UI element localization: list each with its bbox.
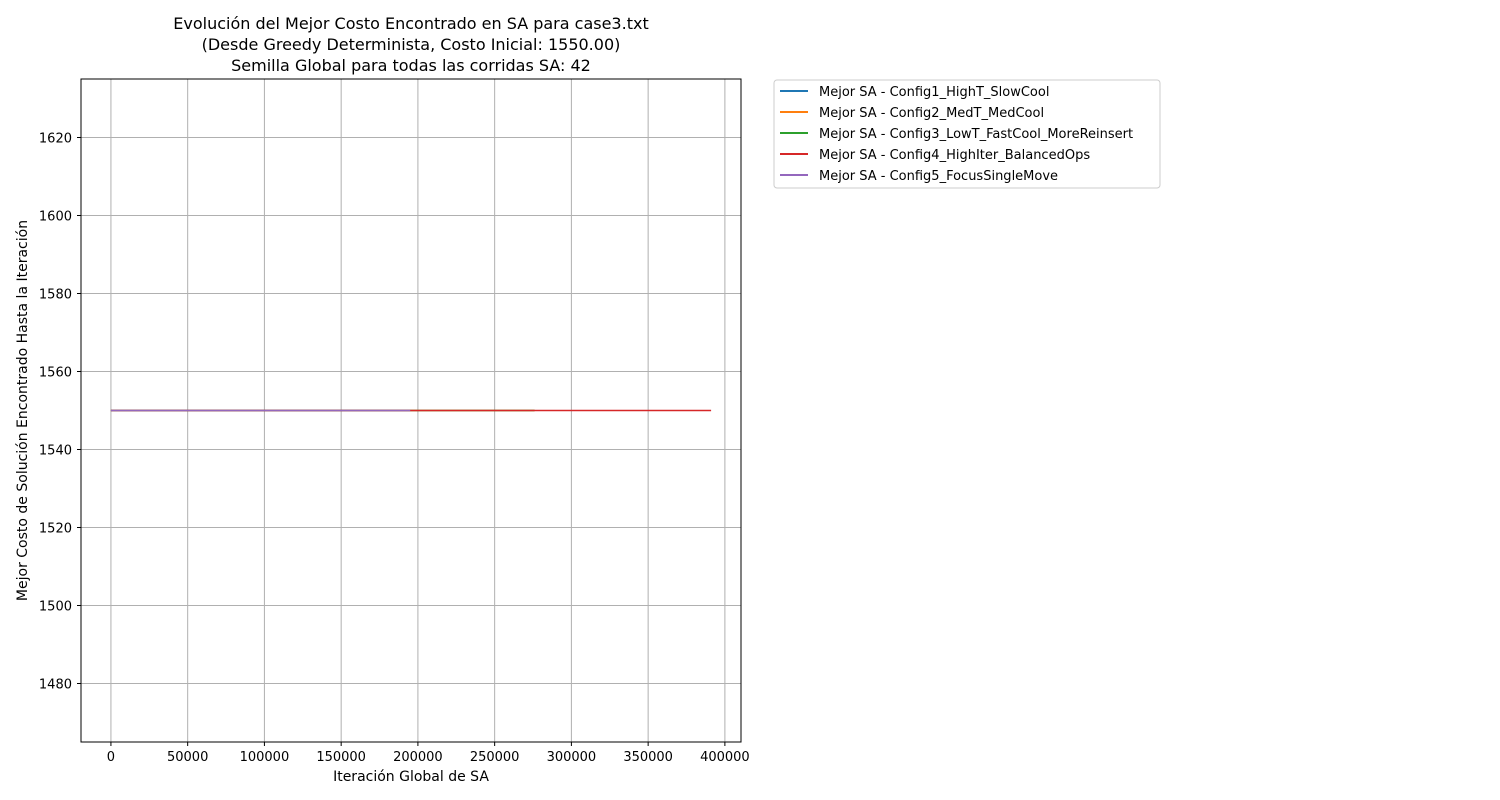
x-tick-label: 300000 — [547, 750, 597, 765]
y-tick-label: 1600 — [39, 210, 72, 225]
x-axis-ticks: 0 50000 100000 150000 200000 250000 300000 3500… — [107, 742, 750, 765]
legend-label: Mejor SA - Config5_FocusSingleMove — [819, 169, 1058, 184]
y-tick-label: 1480 — [39, 678, 72, 693]
x-tick-label: 100000 — [240, 750, 290, 765]
x-tick-label: 200000 — [393, 750, 443, 765]
title-line: Semilla Global para todas las corridas S… — [231, 56, 591, 75]
y-axis-label: Mejor Costo de Solución Encontrado Hasta… — [15, 220, 31, 601]
x-tick-label: 0 — [107, 750, 115, 765]
legend-box — [773, 79, 1161, 189]
legend-label: Mejor SA - Config3_LowT_FastCool_MoreRei… — [819, 127, 1133, 142]
y-tick-label: 1540 — [39, 444, 72, 459]
axes-frame — [80, 78, 742, 743]
chart-title: Evolución del Mejor Costo Encontrado en … — [173, 14, 648, 75]
y-axis-ticks: 1480 1500 1520 1540 1560 1580 1600 1620 — [39, 132, 81, 693]
legend-label: Mejor SA - Config1_HighT_SlowCool — [819, 85, 1049, 100]
y-tick-label: 1560 — [39, 366, 72, 381]
title-line: Evolución del Mejor Costo Encontrado en … — [173, 14, 648, 33]
x-tick-label: 50000 — [167, 750, 208, 765]
x-tick-label: 250000 — [470, 750, 520, 765]
x-tick-label: 400000 — [700, 750, 750, 765]
legend-label: Mejor SA - Config2_MedT_MedCool — [819, 106, 1044, 121]
title-line: (Desde Greedy Determinista, Costo Inicia… — [202, 35, 621, 54]
y-tick-label: 1620 — [39, 132, 72, 147]
legend: Mejor SA - Config1_HighT_SlowCool Mejor S… — [773, 79, 1161, 189]
y-tick-label: 1520 — [39, 522, 72, 537]
y-tick-label: 1580 — [39, 288, 72, 303]
x-tick-label: 350000 — [623, 750, 673, 765]
legend-label: Mejor SA - Config4_HighIter_BalancedOps — [819, 148, 1090, 163]
x-axis-label: Iteración Global de SA — [333, 769, 489, 785]
x-tick-label: 150000 — [316, 750, 366, 765]
y-tick-label: 1500 — [39, 600, 72, 615]
